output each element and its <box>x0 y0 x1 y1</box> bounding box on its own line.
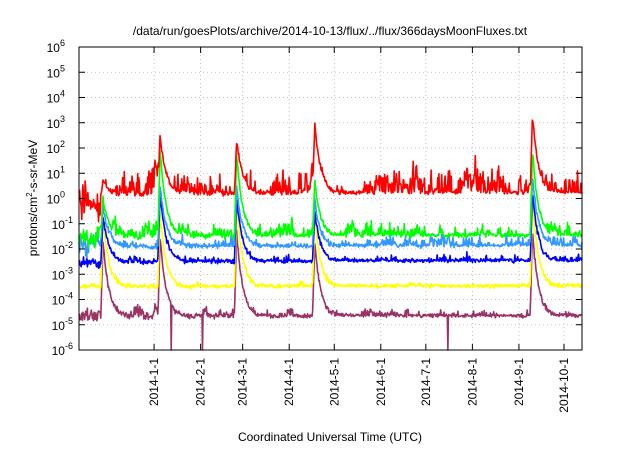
y-tick-label-exponent: 4 <box>60 89 65 99</box>
y-tick-label-base: 10 <box>52 268 66 282</box>
y-tick-label: 100 <box>47 190 65 207</box>
y-axis-title-suffix: -s-sr-MeV <box>26 140 40 193</box>
x-tick-label: 2014-7-1 <box>419 358 433 406</box>
y-tick-label-exponent: 2 <box>60 139 65 149</box>
y-tick-label-base: 10 <box>47 117 61 131</box>
y-tick-label: 10-2 <box>52 240 73 257</box>
y-tick-label-exponent: 6 <box>60 38 65 48</box>
y-tick-label-exponent: -5 <box>65 316 73 326</box>
x-tick-label: 2014-8-1 <box>465 358 479 406</box>
y-tick-label-exponent: 0 <box>60 190 65 200</box>
y-tick-label-exponent: -6 <box>65 341 73 351</box>
y-tick-label-base: 10 <box>52 344 66 358</box>
series-line <box>78 195 583 270</box>
y-tick-label-base: 10 <box>52 294 66 308</box>
y-tick-label: 10-1 <box>52 215 73 232</box>
y-tick-label: 10-4 <box>52 291 73 308</box>
y-tick-label: 104 <box>47 89 65 106</box>
y-tick-label-exponent: -4 <box>65 291 73 301</box>
y-tick-label-base: 10 <box>52 243 66 257</box>
series-layer <box>78 119 583 351</box>
y-tick-label-exponent: -1 <box>65 215 73 225</box>
y-tick-label: 106 <box>47 38 65 55</box>
grid <box>79 47 582 350</box>
x-tick-label: 2014-3-1 <box>236 358 250 406</box>
y-tick-label: 10-3 <box>52 265 73 282</box>
y-tick-label: 10-6 <box>52 341 73 358</box>
y-tick-label-exponent: -2 <box>65 240 73 250</box>
y-tick-label-base: 10 <box>47 142 61 156</box>
chart-title: /data/run/goesPlots/archive/2014-10-13/f… <box>133 24 528 38</box>
x-tick-label: 2014-1-1 <box>147 358 161 406</box>
x-axis-title: Coordinated Universal Time (UTC) <box>238 430 422 444</box>
x-tick-label: 2014-10-1 <box>557 358 571 413</box>
x-tick-label: 2014-9-1 <box>512 358 526 406</box>
x-tick-label: 2014-5-1 <box>327 358 341 406</box>
y-tick-label: 101 <box>47 164 65 181</box>
x-tick-label: 2014-2-1 <box>194 358 208 406</box>
series-line <box>78 205 583 291</box>
y-tick-label: 10-5 <box>52 316 73 333</box>
x-tick-label: 2014-6-1 <box>374 358 388 406</box>
y-tick-label-exponent: 3 <box>60 114 65 124</box>
x-tick-label: 2014-4-1 <box>282 358 296 406</box>
y-tick-labels: 10-610-510-410-310-210-11001011021031041… <box>47 38 73 358</box>
y-tick-label-base: 10 <box>47 167 61 181</box>
y-tick-label-base: 10 <box>47 41 61 55</box>
y-tick-label: 102 <box>47 139 65 156</box>
series-line <box>78 119 583 223</box>
series-line <box>78 150 583 249</box>
y-tick-label-base: 10 <box>52 319 66 333</box>
y-tick-label: 105 <box>47 63 65 80</box>
y-tick-label-base: 10 <box>47 92 61 106</box>
y-tick-label-base: 10 <box>47 193 61 207</box>
series-line <box>78 229 583 351</box>
y-tick-label-exponent: -3 <box>65 265 73 275</box>
y-tick-label-exponent: 5 <box>60 63 65 73</box>
y-axis-title: protons/cm2-s-sr-MeV <box>25 140 40 256</box>
x-tick-labels: 2014-1-1 2014-2-1 2014-3-1 2014-4-1 2014-5-1… <box>147 358 571 413</box>
y-axis-title-superscript: 2 <box>25 192 34 197</box>
y-tick-label-base: 10 <box>52 218 66 232</box>
y-tick-label-base: 10 <box>47 66 61 80</box>
y-axis-title-prefix: protons/cm <box>26 197 40 256</box>
y-tick-label: 103 <box>47 114 65 131</box>
series-line <box>78 178 583 259</box>
y-tick-label-exponent: 1 <box>60 164 65 174</box>
ticks <box>79 46 582 351</box>
